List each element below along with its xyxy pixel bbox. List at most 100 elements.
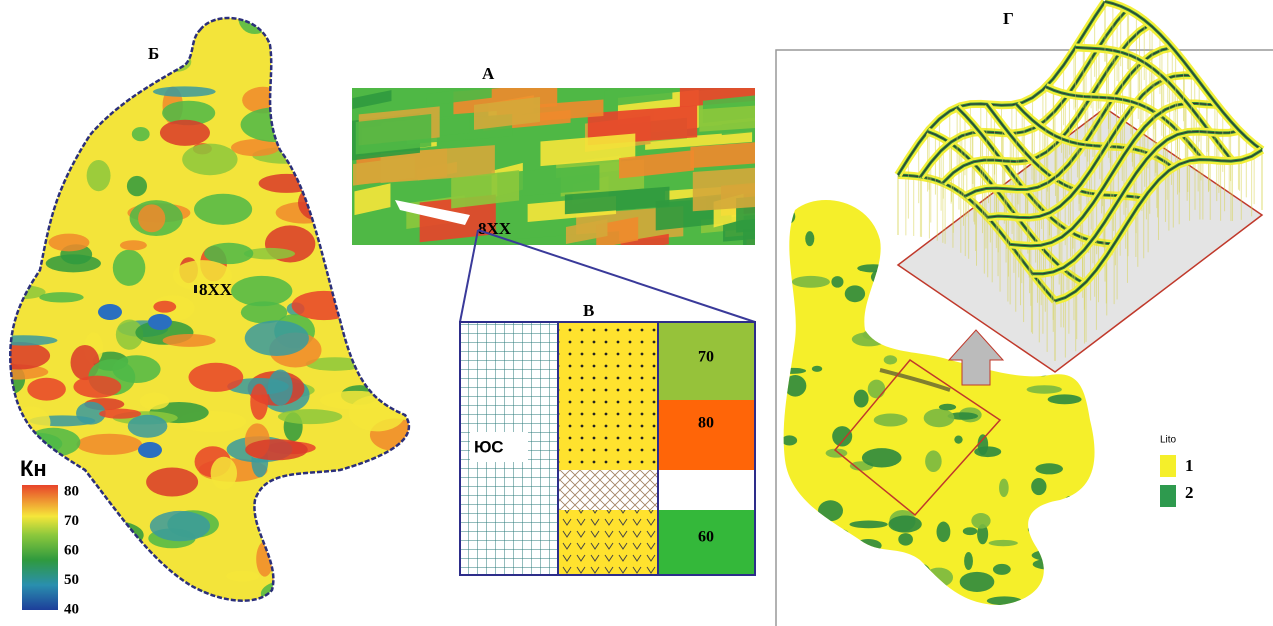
map-patch bbox=[826, 529, 848, 538]
map-patch bbox=[978, 434, 989, 455]
map-patch bbox=[261, 579, 324, 608]
map-patch bbox=[326, 483, 388, 514]
legend-swatch bbox=[1160, 485, 1176, 507]
map-patch bbox=[160, 120, 210, 146]
map-patch bbox=[0, 12, 31, 25]
map-patch bbox=[39, 292, 83, 302]
map-patch bbox=[857, 264, 888, 272]
map-patch bbox=[380, 572, 399, 584]
map-patch bbox=[1031, 478, 1046, 495]
colorbar-tick-label: 70 bbox=[64, 513, 79, 529]
map-patch bbox=[278, 409, 342, 424]
map-patch bbox=[113, 250, 146, 286]
map-patch bbox=[342, 482, 370, 508]
sand-column bbox=[558, 322, 658, 470]
map-patch bbox=[939, 404, 956, 411]
map-patch bbox=[120, 240, 147, 250]
map-patch bbox=[292, 524, 311, 542]
well-marker bbox=[194, 285, 197, 293]
map-patch bbox=[954, 436, 962, 444]
map-patch bbox=[937, 522, 951, 543]
colorbar-tick-label: 50 bbox=[64, 572, 79, 588]
map-patch bbox=[368, 479, 391, 503]
map-patch bbox=[368, 475, 421, 501]
map-patch bbox=[993, 564, 1011, 575]
colorbar-tick-label: 60 bbox=[64, 542, 79, 558]
map-patch bbox=[349, 395, 405, 431]
map-patch bbox=[317, 516, 339, 549]
3d-model bbox=[349, 77, 851, 278]
map-patch bbox=[318, 33, 359, 59]
colorbar bbox=[22, 485, 58, 610]
map-patch bbox=[112, 355, 160, 383]
map-patch bbox=[189, 363, 244, 392]
map-patch bbox=[324, 532, 381, 557]
map-patch bbox=[1032, 550, 1070, 561]
map-patch bbox=[999, 479, 1009, 498]
map-patch bbox=[291, 549, 320, 586]
map-patch bbox=[245, 439, 308, 460]
map-patch bbox=[782, 435, 797, 445]
map-patch bbox=[849, 521, 887, 529]
map-patch bbox=[319, 496, 337, 512]
map-patch bbox=[250, 384, 268, 420]
map-patch bbox=[352, 519, 422, 537]
map-patch bbox=[784, 375, 806, 397]
map-patch bbox=[384, 255, 427, 292]
map-patch bbox=[1063, 496, 1075, 516]
map-patch bbox=[48, 234, 89, 252]
map-patch bbox=[51, 95, 70, 118]
silt-column bbox=[558, 510, 658, 575]
map-patch bbox=[211, 457, 237, 490]
map-patch bbox=[182, 144, 237, 176]
map-patch bbox=[812, 366, 822, 372]
map-patch bbox=[765, 587, 798, 604]
map-patch bbox=[330, 52, 363, 79]
map-patch bbox=[964, 552, 973, 570]
map-patch bbox=[1093, 601, 1107, 614]
map-patch bbox=[279, 105, 302, 133]
map-patch bbox=[0, 0, 62, 33]
panel-label: А bbox=[482, 64, 495, 83]
map-patch bbox=[298, 65, 365, 89]
clay-column bbox=[558, 470, 658, 510]
map-patch bbox=[348, 556, 390, 589]
map-patch bbox=[805, 231, 814, 246]
panel-label: Б bbox=[148, 44, 159, 63]
map-patch bbox=[831, 276, 843, 288]
map-patch bbox=[273, 565, 320, 591]
map-patch bbox=[285, 475, 302, 488]
legend-title: Lito bbox=[1160, 435, 1177, 446]
page: Б 8XX Кн 8070605040 А 8XX В ЮС 70 80 60 … bbox=[0, 0, 1273, 626]
map-patch bbox=[259, 174, 315, 193]
legend-item: 2 bbox=[1185, 483, 1194, 502]
map-patch bbox=[826, 449, 848, 458]
map-patch bbox=[146, 467, 198, 496]
map-patch bbox=[117, 596, 135, 609]
map-patch bbox=[336, 484, 370, 507]
map-patch bbox=[775, 208, 795, 225]
map-patch bbox=[874, 413, 908, 426]
map-patch bbox=[832, 426, 852, 446]
map-patch bbox=[268, 370, 293, 406]
map-patch bbox=[367, 5, 390, 26]
map-patch bbox=[0, 101, 52, 132]
panel-label: В bbox=[583, 301, 594, 320]
panel-label: Г bbox=[1003, 9, 1014, 28]
map-patch bbox=[73, 376, 121, 398]
map-patch bbox=[163, 334, 216, 347]
map-patch bbox=[27, 378, 66, 401]
map-patch bbox=[370, 340, 424, 357]
map-patch bbox=[99, 409, 141, 419]
value-cell bbox=[658, 470, 755, 510]
map-patch bbox=[342, 508, 381, 528]
map-patch bbox=[4, 132, 65, 169]
map-patch bbox=[271, 525, 324, 554]
map-patch bbox=[989, 540, 1018, 546]
map-patch bbox=[1072, 535, 1102, 552]
map-patch bbox=[194, 194, 252, 225]
map-patch bbox=[132, 127, 150, 141]
map-patch bbox=[360, 344, 411, 360]
well-label: 8XX bbox=[199, 280, 233, 299]
map-patch bbox=[905, 309, 927, 326]
